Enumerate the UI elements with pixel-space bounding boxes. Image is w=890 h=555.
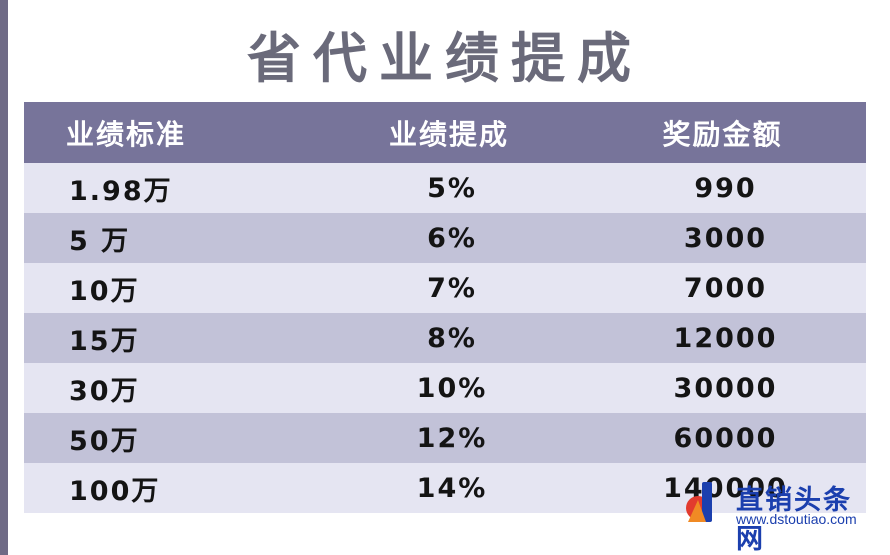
cell-reward-amount: 12000 bbox=[673, 322, 778, 354]
table-header: 业绩标准 业绩提成 奖励金额 bbox=[24, 102, 866, 163]
cell-commission-rate: 7% bbox=[427, 272, 477, 304]
watermark-site-name: 直销头条网 bbox=[736, 485, 852, 555]
cell-sales-standard: 100万 bbox=[69, 475, 161, 507]
cell-commission-rate: 8% bbox=[427, 322, 477, 354]
watermark-url: www.dstoutiao.com bbox=[736, 511, 857, 527]
header-commission-rate: 业绩提成 bbox=[388, 117, 509, 151]
cell-sales-standard: 50万 bbox=[69, 425, 140, 457]
cell-reward-amount: 60000 bbox=[673, 422, 778, 454]
table-row: 30万 10% 30000 bbox=[24, 363, 866, 413]
site-logo-icon bbox=[686, 482, 712, 522]
table-row: 5 万 6% 3000 bbox=[24, 213, 866, 263]
cell-commission-rate: 6% bbox=[427, 222, 477, 254]
table-row: 50万 12% 60000 bbox=[24, 413, 866, 463]
cell-sales-standard: 30万 bbox=[69, 375, 140, 407]
cell-sales-standard: 10万 bbox=[69, 275, 140, 307]
table-row: 15万 8% 12000 bbox=[24, 313, 866, 363]
cell-sales-standard: 1.98万 bbox=[69, 175, 173, 207]
table-row: 100万 14% 140000 bbox=[24, 463, 866, 513]
cell-reward-amount: 3000 bbox=[683, 222, 768, 254]
table-row: 1.98万 5% 990 bbox=[24, 163, 866, 213]
left-border bbox=[0, 0, 8, 555]
page-title: 省代业绩提成 bbox=[247, 27, 643, 90]
table-row: 10万 7% 7000 bbox=[24, 263, 866, 313]
watermark: 直销头条网 www.dstoutiao.com bbox=[680, 474, 880, 555]
cell-commission-rate: 14% bbox=[416, 472, 488, 504]
cell-commission-rate: 12% bbox=[416, 422, 488, 454]
cell-sales-standard: 15万 bbox=[69, 325, 140, 357]
cell-commission-rate: 10% bbox=[416, 372, 488, 404]
cell-reward-amount: 30000 bbox=[673, 372, 778, 404]
commission-table: 业绩标准 业绩提成 奖励金额 1.98万 5% 990 5 万 6% 3000 … bbox=[24, 102, 866, 513]
cell-commission-rate: 5% bbox=[427, 172, 477, 204]
header-sales-standard: 业绩标准 bbox=[66, 117, 187, 151]
cell-reward-amount: 140000 bbox=[663, 472, 788, 504]
cell-reward-amount: 990 bbox=[694, 172, 757, 204]
cell-reward-amount: 7000 bbox=[683, 272, 768, 304]
header-reward-amount: 奖励金额 bbox=[662, 117, 783, 151]
cell-sales-standard: 5 万 bbox=[69, 225, 131, 257]
